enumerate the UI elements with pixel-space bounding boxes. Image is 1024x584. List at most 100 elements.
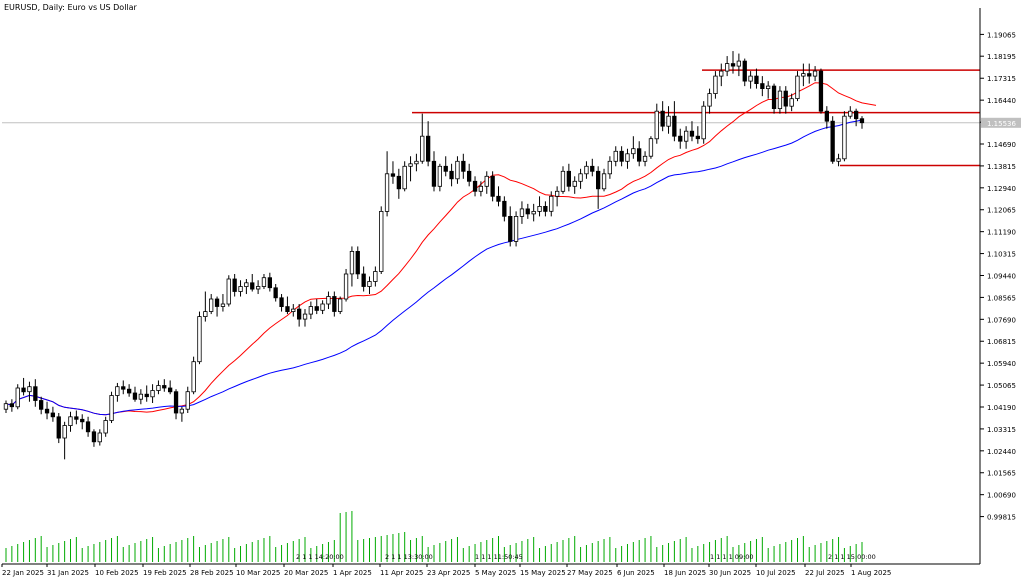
candle[interactable] [232, 273, 237, 297]
candle[interactable] [56, 413, 61, 444]
candle[interactable] [167, 380, 173, 395]
candle[interactable] [244, 278, 249, 295]
candle[interactable] [490, 171, 495, 202]
candle[interactable] [27, 381, 32, 402]
candle[interactable] [355, 246, 360, 279]
candle[interactable] [15, 384, 20, 410]
candle[interactable] [402, 161, 407, 192]
candle[interactable] [466, 163, 472, 187]
candle[interactable] [678, 128, 683, 149]
candle[interactable] [590, 158, 595, 177]
candle[interactable] [560, 166, 566, 194]
candle[interactable] [859, 116, 865, 129]
candle[interactable] [713, 71, 718, 99]
candle[interactable] [748, 71, 753, 89]
candle[interactable] [648, 136, 654, 159]
candle[interactable] [637, 141, 642, 167]
candle[interactable] [21, 377, 26, 396]
candle[interactable] [455, 156, 460, 184]
candle[interactable] [449, 163, 454, 187]
candle[interactable] [719, 63, 724, 87]
candle[interactable] [208, 294, 214, 315]
candle[interactable] [390, 161, 396, 184]
candle[interactable] [138, 389, 144, 405]
candle[interactable] [39, 396, 44, 415]
candle[interactable] [783, 86, 788, 114]
candle[interactable] [531, 203, 536, 222]
candle[interactable] [156, 380, 161, 395]
candle[interactable] [255, 280, 261, 295]
candle[interactable] [80, 414, 85, 430]
candle[interactable] [801, 63, 806, 87]
candle[interactable] [314, 299, 319, 315]
candle[interactable] [443, 156, 448, 177]
candle[interactable] [326, 291, 331, 310]
candle[interactable] [754, 68, 759, 89]
candle[interactable] [519, 201, 525, 224]
candle[interactable] [513, 211, 519, 247]
candle[interactable] [642, 151, 648, 167]
candle[interactable] [250, 273, 255, 292]
candle[interactable] [543, 201, 548, 217]
candle[interactable] [848, 106, 853, 119]
candle[interactable] [854, 108, 859, 127]
candle[interactable] [555, 186, 560, 207]
candle[interactable] [525, 203, 530, 219]
candle[interactable] [736, 53, 741, 77]
candle[interactable] [414, 153, 419, 172]
candle[interactable] [150, 384, 155, 403]
candle[interactable] [296, 304, 302, 327]
candle[interactable] [279, 294, 284, 312]
candle[interactable] [373, 266, 378, 287]
candle[interactable] [97, 429, 102, 446]
candle[interactable] [203, 291, 208, 322]
candle[interactable] [267, 272, 273, 292]
candle[interactable] [812, 66, 818, 82]
candle[interactable] [121, 380, 126, 395]
candle[interactable] [33, 379, 38, 407]
candle[interactable] [760, 76, 765, 97]
candle[interactable] [191, 356, 196, 395]
candle[interactable] [220, 294, 226, 312]
candle[interactable] [584, 161, 589, 179]
candle[interactable] [420, 113, 425, 164]
candle[interactable] [566, 163, 571, 192]
candle[interactable] [771, 83, 777, 114]
candle[interactable] [807, 63, 812, 84]
candle[interactable] [109, 391, 114, 424]
candle[interactable] [132, 386, 138, 402]
candle[interactable] [91, 429, 97, 447]
candle[interactable] [484, 171, 489, 194]
candle[interactable] [238, 280, 243, 297]
candle[interactable] [185, 386, 190, 414]
candle[interactable] [666, 106, 671, 134]
candle[interactable] [824, 106, 829, 129]
candle[interactable] [660, 101, 665, 132]
candle[interactable] [818, 68, 824, 114]
candle[interactable] [613, 146, 618, 167]
candle[interactable] [308, 301, 314, 320]
candle[interactable] [707, 88, 712, 114]
candle[interactable] [631, 136, 636, 159]
candle[interactable] [572, 176, 577, 194]
candle[interactable] [384, 151, 390, 217]
candle[interactable] [502, 196, 507, 222]
candle[interactable] [320, 300, 325, 315]
candle[interactable] [672, 101, 677, 142]
candle[interactable] [789, 93, 794, 112]
candle[interactable] [261, 273, 267, 290]
candle[interactable] [226, 275, 231, 307]
candle[interactable] [44, 401, 50, 420]
candle[interactable] [425, 121, 431, 167]
candle[interactable] [730, 51, 736, 74]
candle[interactable] [62, 421, 67, 460]
candle[interactable] [508, 206, 513, 247]
candle[interactable] [684, 126, 689, 149]
candle[interactable] [725, 56, 730, 77]
candle[interactable] [50, 406, 55, 422]
candle[interactable] [830, 116, 835, 164]
candle[interactable] [127, 384, 132, 397]
candle[interactable] [179, 406, 185, 422]
candle[interactable] [701, 101, 706, 144]
